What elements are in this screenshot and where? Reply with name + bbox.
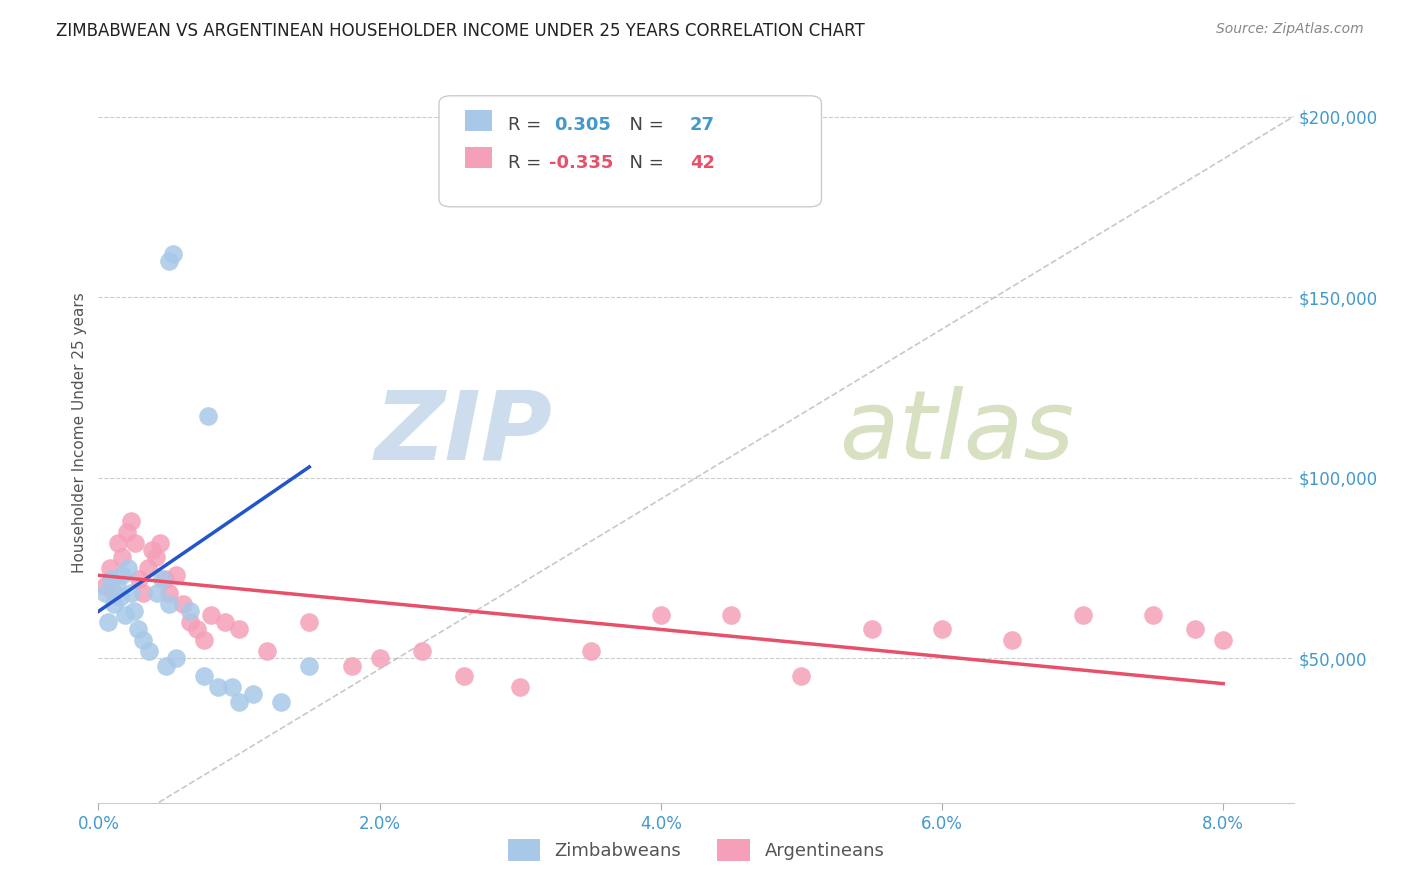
Point bbox=[650, 607, 672, 622]
Point bbox=[207, 680, 229, 694]
Point bbox=[94, 586, 117, 600]
Point bbox=[111, 550, 134, 565]
Text: R =: R = bbox=[509, 153, 547, 171]
Point bbox=[179, 604, 201, 618]
Point bbox=[146, 586, 169, 600]
Point bbox=[221, 680, 243, 694]
Point bbox=[141, 543, 163, 558]
Point bbox=[368, 651, 391, 665]
Point bbox=[256, 644, 278, 658]
Point bbox=[197, 409, 219, 424]
Point bbox=[193, 669, 215, 683]
Point bbox=[214, 615, 236, 630]
Point bbox=[115, 524, 138, 539]
Point bbox=[138, 644, 160, 658]
Text: -0.335: -0.335 bbox=[548, 153, 613, 171]
Text: Source: ZipAtlas.com: Source: ZipAtlas.com bbox=[1216, 22, 1364, 37]
Point bbox=[193, 633, 215, 648]
Text: N =: N = bbox=[619, 153, 669, 171]
Text: 0.305: 0.305 bbox=[554, 117, 610, 135]
Text: 42: 42 bbox=[690, 153, 716, 171]
Point bbox=[150, 572, 173, 586]
Point bbox=[1001, 633, 1024, 648]
Y-axis label: Householder Income Under 25 years: Householder Income Under 25 years bbox=[72, 293, 87, 573]
Point bbox=[411, 644, 433, 658]
Point bbox=[340, 658, 363, 673]
Point bbox=[157, 254, 180, 268]
Point bbox=[94, 579, 117, 593]
Point bbox=[931, 623, 953, 637]
Text: ZIMBABWEAN VS ARGENTINEAN HOUSEHOLDER INCOME UNDER 25 YEARS CORRELATION CHART: ZIMBABWEAN VS ARGENTINEAN HOUSEHOLDER IN… bbox=[56, 22, 865, 40]
Point bbox=[200, 607, 222, 622]
Point bbox=[157, 586, 180, 600]
Point bbox=[298, 658, 321, 673]
Point bbox=[165, 651, 187, 665]
Point bbox=[1142, 607, 1164, 622]
Point bbox=[1212, 633, 1234, 648]
Text: ZIP: ZIP bbox=[374, 386, 553, 479]
Point bbox=[120, 514, 142, 528]
Text: 27: 27 bbox=[690, 117, 716, 135]
FancyBboxPatch shape bbox=[465, 147, 492, 169]
Point bbox=[157, 597, 180, 611]
Point bbox=[132, 633, 155, 648]
Point bbox=[111, 568, 134, 582]
FancyBboxPatch shape bbox=[439, 95, 821, 207]
Point bbox=[172, 597, 194, 611]
Point bbox=[128, 572, 150, 586]
Point bbox=[453, 669, 475, 683]
Point bbox=[270, 695, 292, 709]
Point bbox=[124, 535, 146, 549]
Point bbox=[228, 695, 250, 709]
Point bbox=[122, 604, 145, 618]
Point bbox=[108, 590, 131, 604]
Text: N =: N = bbox=[619, 117, 669, 135]
Point bbox=[98, 561, 121, 575]
Point bbox=[165, 568, 187, 582]
Point bbox=[117, 561, 139, 575]
Point bbox=[132, 586, 155, 600]
Point bbox=[179, 615, 201, 630]
Point bbox=[155, 658, 177, 673]
Point bbox=[153, 572, 176, 586]
Point bbox=[149, 535, 172, 549]
Point bbox=[100, 572, 122, 586]
Legend: Zimbabweans, Argentineans: Zimbabweans, Argentineans bbox=[501, 831, 891, 868]
Point bbox=[860, 623, 883, 637]
FancyBboxPatch shape bbox=[465, 110, 492, 131]
Point bbox=[145, 550, 167, 565]
Point bbox=[97, 615, 120, 630]
Point bbox=[1184, 623, 1206, 637]
Point bbox=[114, 607, 136, 622]
Point bbox=[103, 597, 125, 611]
Point bbox=[136, 561, 159, 575]
Point bbox=[579, 644, 602, 658]
Point bbox=[107, 535, 129, 549]
Point bbox=[127, 623, 149, 637]
Text: atlas: atlas bbox=[839, 386, 1074, 479]
Point bbox=[790, 669, 813, 683]
Point bbox=[1071, 607, 1094, 622]
Point bbox=[228, 623, 250, 637]
Point bbox=[242, 688, 264, 702]
Point bbox=[162, 247, 184, 261]
Text: R =: R = bbox=[509, 117, 547, 135]
Point bbox=[720, 607, 742, 622]
Point bbox=[105, 579, 128, 593]
Point bbox=[120, 586, 142, 600]
Point bbox=[298, 615, 321, 630]
Point bbox=[509, 680, 531, 694]
Point bbox=[186, 623, 208, 637]
Point bbox=[103, 586, 125, 600]
